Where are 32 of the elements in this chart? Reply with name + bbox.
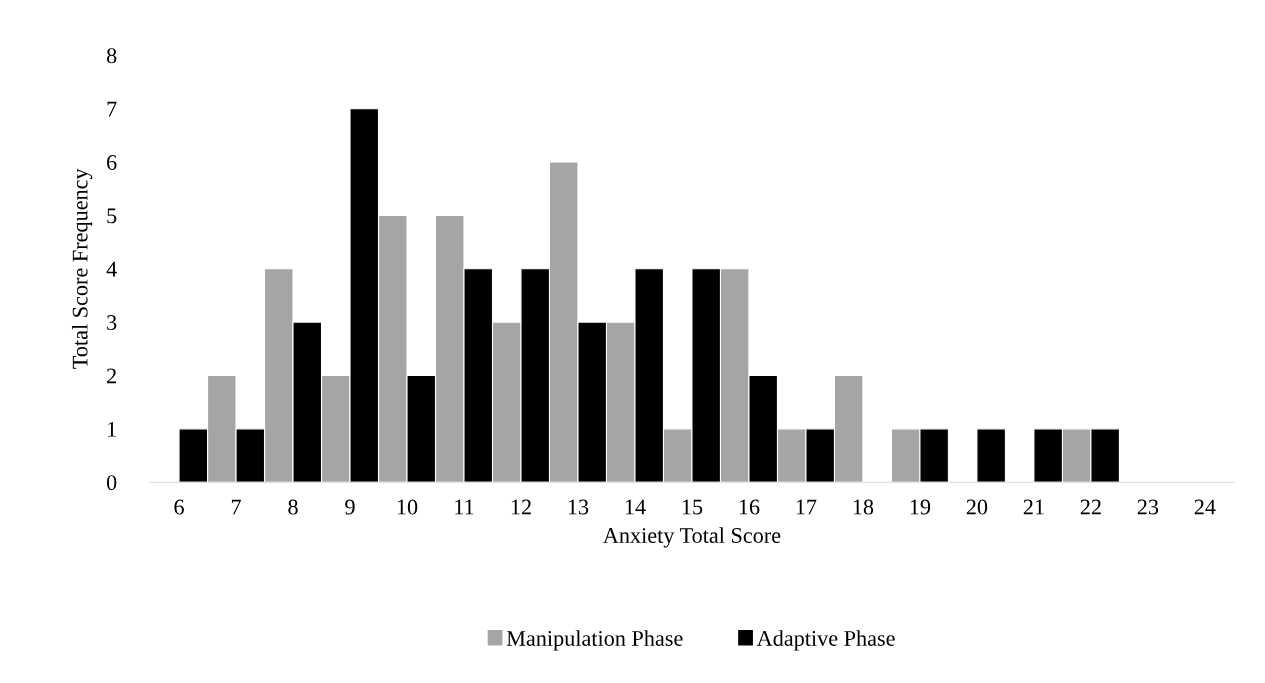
x-tick-label: 23: [1137, 499, 1159, 515]
legend-label: Manipulation Phase: [506, 630, 683, 651]
x-tick-label: 6: [174, 499, 184, 515]
x-tick-label: 8: [288, 499, 298, 515]
y-tick-label: 7: [107, 101, 117, 117]
x-tick-label: 18: [853, 499, 874, 515]
y-tick-label: 0: [106, 475, 117, 491]
x-tick-label: 7: [231, 499, 241, 515]
x-tick-label: 19: [910, 499, 931, 515]
y-tick-label: 3: [107, 315, 117, 331]
y-tick-label: 1: [108, 421, 116, 437]
y-tick-label: 4: [106, 261, 117, 277]
x-tick-label: 20: [966, 499, 988, 515]
x-tick-label: 17: [796, 499, 817, 515]
x-tick-label: 22: [1080, 499, 1101, 515]
y-tick-label: 5: [107, 208, 117, 224]
y-tick-label: 2: [107, 368, 116, 384]
legend-label: Adaptive Phase: [756, 630, 895, 651]
x-tick-label: 14: [625, 499, 646, 515]
x-axis-title: Anxiety Total Score: [603, 527, 781, 548]
y-tick-label: 6: [107, 155, 117, 170]
x-tick-label: 10: [397, 499, 418, 515]
x-tick-label: 12: [511, 499, 531, 515]
x-tick-label: 15: [682, 499, 703, 515]
x-tick-label: 16: [739, 499, 760, 515]
y-axis-title: Total Score Frequency: [71, 168, 93, 369]
x-tick-label: 11: [455, 499, 474, 515]
y-tick-label: 8: [106, 48, 117, 64]
x-tick-label: 21: [1023, 499, 1044, 515]
x-tick-label: 24: [1194, 499, 1216, 515]
x-tick-label: 9: [345, 499, 355, 515]
x-tick-label: 13: [568, 499, 589, 515]
